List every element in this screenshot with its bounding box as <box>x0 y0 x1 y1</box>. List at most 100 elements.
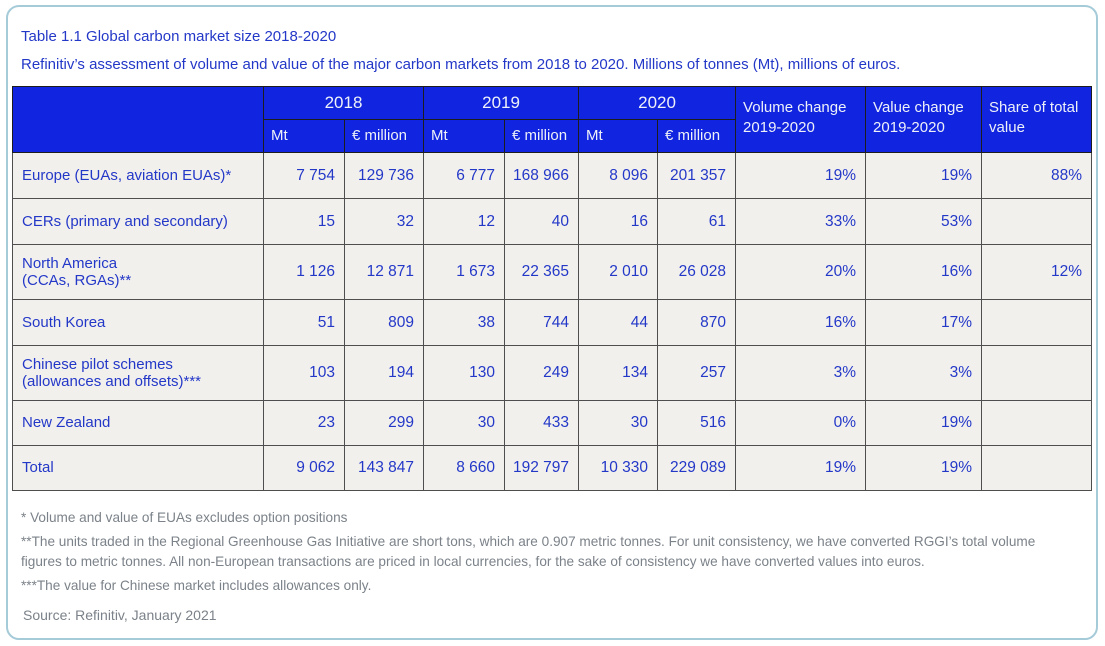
row-label: North America (CCAs, RGAs)** <box>12 244 264 300</box>
col-header-2019: 2019 <box>423 86 580 120</box>
cell-value-change: 19% <box>865 400 983 446</box>
cell-share <box>981 299 1092 346</box>
row-label: Europe (EUAs, aviation EUAs)* <box>12 152 264 199</box>
cell-2020-mt: 10 330 <box>578 445 659 491</box>
col-header-eur-2018: € million <box>343 119 425 153</box>
row-label: CERs (primary and secondary) <box>12 198 264 245</box>
corner-cell <box>12 86 264 153</box>
col-header-mt-2020: Mt <box>578 119 659 153</box>
cell-2020-mt: 16 <box>578 198 659 245</box>
cell-2020-eur: 516 <box>657 400 737 446</box>
cell-2020-eur: 257 <box>657 345 737 401</box>
cell-2018-eur: 143 847 <box>343 445 425 491</box>
cell-2020-mt: 30 <box>578 400 659 446</box>
report-card: Table 1.1 Global carbon market size 2018… <box>6 5 1098 640</box>
cell-2020-mt: 44 <box>578 299 659 346</box>
cell-2018-eur: 809 <box>343 299 425 346</box>
cell-2018-eur: 32 <box>343 198 425 245</box>
source-line: Source: Refinitiv, January 2021 <box>23 607 217 624</box>
cell-share <box>981 345 1092 401</box>
col-header-value-change: Value change 2019-2020 <box>865 86 983 153</box>
cell-value-change: 19% <box>865 445 983 491</box>
cell-2020-eur: 61 <box>657 198 737 245</box>
cell-2019-mt: 38 <box>423 299 506 346</box>
cell-2018-mt: 51 <box>263 299 345 346</box>
footnote-1: * Volume and value of EUAs excludes opti… <box>21 510 348 525</box>
cell-2020-mt: 8 096 <box>578 152 659 199</box>
table-row-new-zealand: New Zealand 23 299 30 433 30 516 0% 19% <box>12 400 1092 446</box>
cell-2019-mt: 6 777 <box>423 152 506 199</box>
cell-value-change: 17% <box>865 299 983 346</box>
col-header-2018: 2018 <box>262 86 425 120</box>
cell-2019-mt: 12 <box>423 198 506 245</box>
cell-2020-mt: 2 010 <box>578 244 659 300</box>
row-label: Chinese pilot schemes (allowances and of… <box>12 345 264 401</box>
col-header-eur-2020: € million <box>657 119 737 153</box>
col-header-share-total-value: Share of total value <box>981 86 1092 153</box>
cell-value-change: 53% <box>865 198 983 245</box>
cell-2019-eur: 433 <box>504 400 580 446</box>
row-label: South Korea <box>12 299 264 346</box>
cell-volume-change: 0% <box>735 400 867 446</box>
cell-share <box>981 198 1092 245</box>
cell-2018-eur: 129 736 <box>343 152 425 199</box>
cell-2019-eur: 40 <box>504 198 580 245</box>
cell-2019-mt: 8 660 <box>423 445 506 491</box>
cell-2020-eur: 201 357 <box>657 152 737 199</box>
cell-value-change: 16% <box>865 244 983 300</box>
cell-2019-mt: 130 <box>423 345 506 401</box>
cell-2018-mt: 7 754 <box>263 152 345 199</box>
cell-share <box>981 400 1092 446</box>
footnote-2: **The units traded in the Regional Green… <box>21 534 1036 569</box>
cell-2018-eur: 194 <box>343 345 425 401</box>
table-row-europe: Europe (EUAs, aviation EUAs)* 7 754 129 … <box>12 152 1092 199</box>
table-row-south-korea: South Korea 51 809 38 744 44 870 16% 17% <box>12 299 1092 346</box>
cell-2019-eur: 249 <box>504 345 580 401</box>
cell-2018-mt: 1 126 <box>263 244 345 300</box>
carbon-market-table: 2018 2019 2020 Volume change 2019-2020 V… <box>12 86 1092 491</box>
cell-2019-eur: 168 966 <box>504 152 580 199</box>
cell-2019-eur: 744 <box>504 299 580 346</box>
cell-2020-eur: 870 <box>657 299 737 346</box>
row-label: Total <box>12 445 264 491</box>
cell-2018-mt: 15 <box>263 198 345 245</box>
table-row-north-america: North America (CCAs, RGAs)** 1 126 12 87… <box>12 244 1092 300</box>
cell-value-change: 19% <box>865 152 983 199</box>
cell-volume-change: 19% <box>735 445 867 491</box>
table-row-cers: CERs (primary and secondary) 15 32 12 40… <box>12 198 1092 245</box>
col-header-eur-2019: € million <box>504 119 580 153</box>
cell-volume-change: 16% <box>735 299 867 346</box>
col-header-volume-change: Volume change 2019-2020 <box>735 86 867 153</box>
cell-2019-eur: 192 797 <box>504 445 580 491</box>
cell-volume-change: 19% <box>735 152 867 199</box>
cell-share: 88% <box>981 152 1092 199</box>
footnote-3: ***The value for Chinese market includes… <box>21 577 372 593</box>
cell-volume-change: 20% <box>735 244 867 300</box>
cell-2018-mt: 23 <box>263 400 345 446</box>
cell-2018-mt: 103 <box>263 345 345 401</box>
cell-share: 12% <box>981 244 1092 300</box>
table-subtitle: Refinitiv’s assessment of volume and val… <box>21 56 901 73</box>
col-header-mt-2019: Mt <box>423 119 506 153</box>
cell-2018-mt: 9 062 <box>263 445 345 491</box>
table-row-chinese-pilot: Chinese pilot schemes (allowances and of… <box>12 345 1092 401</box>
table-caption: Table 1.1 Global carbon market size 2018… <box>21 28 337 45</box>
cell-2019-mt: 30 <box>423 400 506 446</box>
header-year-row: 2018 2019 2020 Volume change 2019-2020 V… <box>12 86 1092 153</box>
cell-2020-eur: 229 089 <box>657 445 737 491</box>
row-label: New Zealand <box>12 400 264 446</box>
cell-2020-eur: 26 028 <box>657 244 737 300</box>
cell-2019-mt: 1 673 <box>423 244 506 300</box>
cell-value-change: 3% <box>865 345 983 401</box>
cell-volume-change: 3% <box>735 345 867 401</box>
cell-2018-eur: 12 871 <box>343 244 425 300</box>
cell-share <box>981 445 1092 491</box>
cell-2020-mt: 134 <box>578 345 659 401</box>
table-row-total: Total 9 062 143 847 8 660 192 797 10 330… <box>12 445 1092 491</box>
cell-2019-eur: 22 365 <box>504 244 580 300</box>
col-header-2020: 2020 <box>578 86 737 120</box>
cell-volume-change: 33% <box>735 198 867 245</box>
header-unit-row: Mt € million Mt € million Mt € million <box>13 119 1092 153</box>
cell-2018-eur: 299 <box>343 400 425 446</box>
col-header-mt-2018: Mt <box>263 119 345 153</box>
